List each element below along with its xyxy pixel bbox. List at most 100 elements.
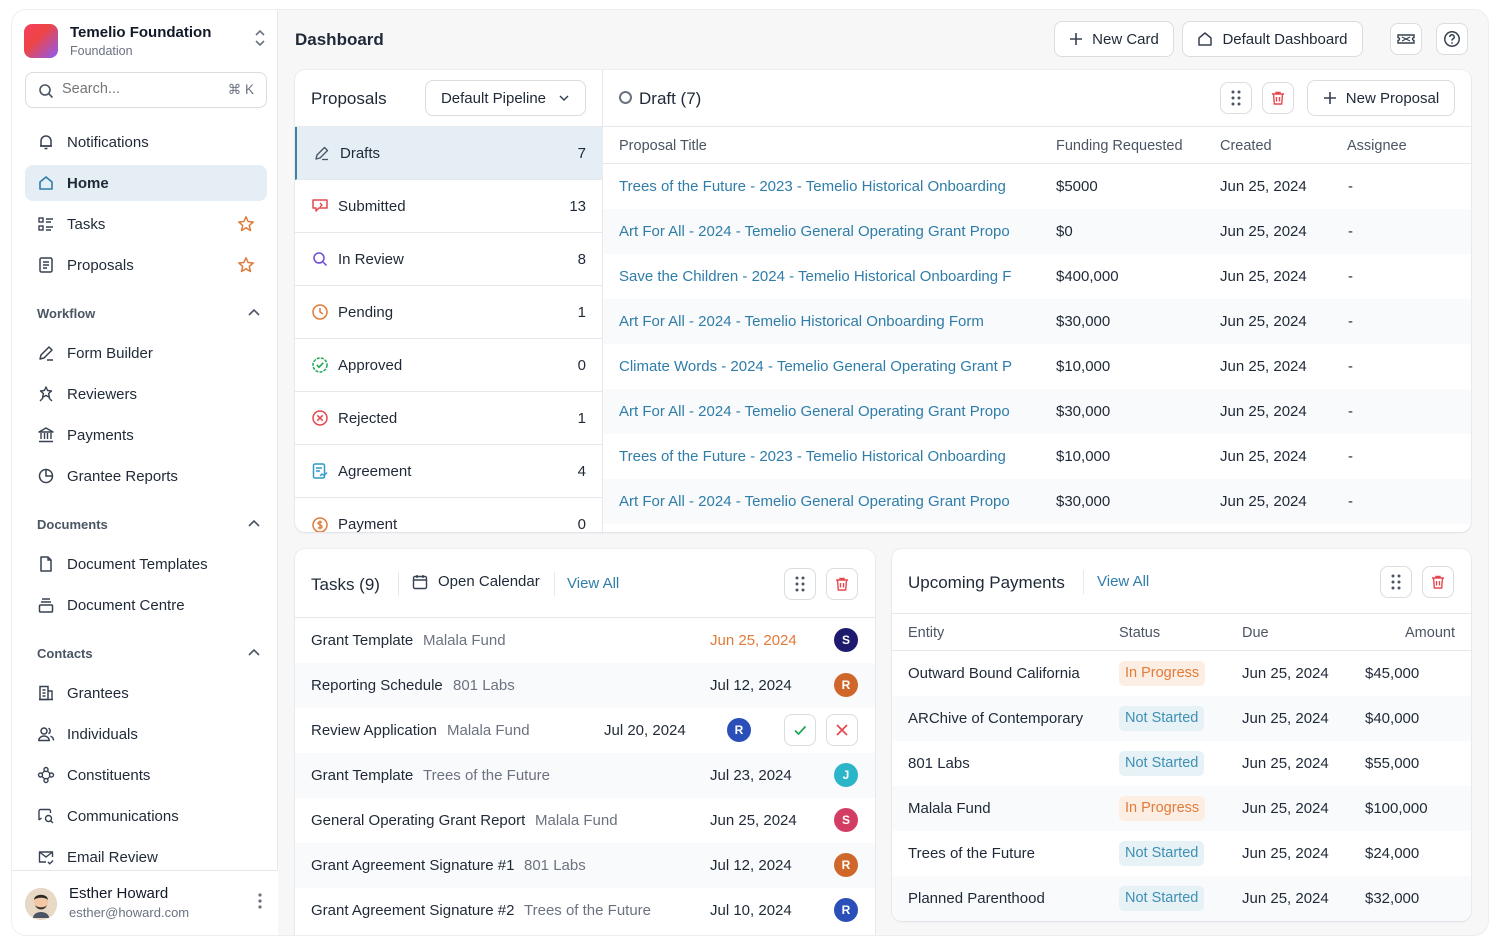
stage-agreement[interactable]: Agreement 4 — [295, 445, 603, 498]
sidebar-item-document-centre[interactable]: Document Centre — [25, 587, 267, 623]
stage-approved[interactable]: Approved 0 — [295, 339, 603, 392]
list-item[interactable]: Review Application Malala Fund Jul 20, 202… — [295, 708, 875, 753]
new-card-button[interactable]: New Card — [1054, 21, 1174, 57]
sidebar-item-notifications[interactable]: Notifications — [25, 124, 267, 160]
new-proposal-button[interactable]: New Proposal — [1307, 80, 1455, 116]
chevron-up-icon[interactable] — [247, 517, 261, 535]
table-row[interactable]: Save the Children - 2024 - Temelio Histo… — [603, 254, 1471, 299]
search-input[interactable] — [62, 81, 212, 97]
reject-task-button[interactable] — [826, 714, 858, 746]
proposal-title-link[interactable]: Save the Children - 2024 - Temelio Histo… — [619, 268, 1012, 285]
proposal-title-link[interactable]: Art For All - 2024 - Temelio General Ope… — [619, 223, 1010, 240]
column-header-created[interactable]: Created — [1220, 138, 1272, 154]
stage-in-review[interactable]: In Review 8 — [295, 233, 603, 286]
table-row[interactable]: Planned Parenthood Not Started Jun 25, 202… — [892, 876, 1471, 921]
mail-check-icon — [37, 848, 55, 866]
column-header-status[interactable]: Status — [1119, 625, 1161, 641]
proposal-title-link[interactable]: Climate Words - 2024 - Temelio General O… — [619, 358, 1012, 375]
reviewers-icon — [37, 385, 55, 403]
proposal-title-link[interactable]: Trees of the Future - 2023 - Temelio His… — [619, 178, 1006, 195]
column-header-amount[interactable]: Amount — [1405, 625, 1455, 641]
proposal-title-link[interactable]: Trees of the Future - 2023 - Temelio His… — [619, 448, 1006, 465]
list-item[interactable]: General Operating Grant Report Malala Fun… — [295, 798, 875, 843]
stage-count: 0 — [577, 516, 586, 532]
stage-pending[interactable]: Pending 1 — [295, 286, 603, 339]
chevron-up-down-icon[interactable] — [252, 28, 268, 54]
table-row[interactable]: Art For All - 2024 - Temelio General Ope… — [603, 209, 1471, 254]
sidebar-item-communications[interactable]: Communications — [25, 798, 267, 834]
sidebar-item-individuals[interactable]: Individuals — [25, 716, 267, 752]
stage-rejected[interactable]: Rejected 1 — [295, 392, 603, 445]
draft-status-dot-icon — [619, 91, 632, 104]
table-row[interactable]: Art For All - 2024 - Temelio Historical … — [603, 299, 1471, 344]
org-switcher[interactable]: Temelio Foundation Foundation — [24, 22, 268, 62]
proposal-title-link[interactable]: Art For All - 2024 - Temelio General Ope… — [619, 493, 1010, 510]
list-item[interactable]: Grant Template Trees of the Future Jul 23,… — [295, 753, 875, 798]
sidebar-item-document-templates[interactable]: Document Templates — [25, 546, 267, 582]
sidebar-item-proposals[interactable]: Proposals — [25, 247, 267, 283]
sidebar-item-grantees[interactable]: Grantees — [25, 675, 267, 711]
help-button[interactable] — [1436, 23, 1468, 55]
stage-payment[interactable]: Payment 0 — [295, 498, 603, 532]
approve-task-button[interactable] — [784, 714, 816, 746]
column-header-funding[interactable]: Funding Requested — [1056, 138, 1183, 154]
avatar: R — [727, 718, 751, 742]
user-profile[interactable]: Esther Howard esther@howard.com — [12, 870, 278, 935]
list-item[interactable]: Grant Agreement Signature #1 801 Labs Jul … — [295, 843, 875, 888]
table-row[interactable]: Trees of the Future - 2023 - Temelio His… — [603, 164, 1471, 209]
column-header-title[interactable]: Proposal Title — [619, 138, 707, 154]
table-row[interactable]: Trees of the Future Not Started Jun 25, 20… — [892, 831, 1471, 876]
list-item[interactable]: Grant Agreement Signature #2 Trees of the… — [295, 888, 875, 933]
open-calendar-button[interactable]: Open Calendar — [412, 573, 540, 590]
tasks-view-all-link[interactable]: View All — [567, 575, 620, 592]
sidebar-item-constituents[interactable]: Constituents — [25, 757, 267, 793]
star-icon[interactable] — [237, 256, 255, 278]
table-row[interactable]: 801 Labs Not Started Jun 25, 2024 $55,000 — [892, 741, 1471, 786]
home-icon — [1197, 31, 1213, 47]
table-row[interactable]: Art For All - 2024 - Temelio General Ope… — [603, 479, 1471, 524]
avatar: J — [834, 763, 858, 787]
drag-handle-button[interactable] — [1220, 82, 1252, 114]
sidebar-item-email-review[interactable]: Email Review — [25, 839, 267, 875]
ticket-button[interactable] — [1390, 23, 1422, 55]
table-row[interactable]: Malala Fund In Progress Jun 25, 2024 $100,0… — [892, 786, 1471, 831]
pipeline-select[interactable]: Default Pipeline — [425, 80, 586, 116]
table-row[interactable]: Outward Bound California In Progress Jun 2… — [892, 651, 1471, 696]
list-item[interactable]: Reporting Schedule 801 Labs Jul 12, 2024 R — [295, 663, 875, 708]
proposal-title-link[interactable]: Art For All - 2024 - Temelio Historical … — [619, 313, 984, 330]
drag-handle-button[interactable] — [1380, 566, 1412, 598]
delete-button[interactable] — [1262, 82, 1294, 114]
sidebar-item-payments[interactable]: Payments — [25, 417, 267, 453]
task-list-icon — [37, 215, 55, 233]
sidebar-item-home[interactable]: Home — [25, 165, 267, 201]
sidebar-item-tasks[interactable]: Tasks — [25, 206, 267, 242]
proposal-title-link[interactable]: Art For All - 2024 - Temelio General Ope… — [619, 403, 1010, 420]
column-header-assignee[interactable]: Assignee — [1347, 138, 1407, 154]
search-box[interactable]: ⌘ K — [25, 72, 267, 108]
sidebar-item-grantee-reports[interactable]: Grantee Reports — [25, 458, 267, 494]
sidebar-item-reviewers[interactable]: Reviewers — [25, 376, 267, 412]
star-icon[interactable] — [237, 215, 255, 237]
table-row[interactable]: Art For All - 2024 - Temelio General Ope… — [603, 389, 1471, 434]
payments-view-all-link[interactable]: View All — [1097, 573, 1150, 590]
stage-drafts[interactable]: Drafts 7 — [295, 127, 603, 180]
funding-requested: $0 — [1056, 223, 1073, 240]
sidebar-item-form-builder[interactable]: Form Builder — [25, 335, 267, 371]
chevron-up-icon[interactable] — [247, 646, 261, 664]
task-org: Malala Fund — [423, 632, 506, 649]
table-row[interactable]: ARChive of Contemporary Not Started Jun 25… — [892, 696, 1471, 741]
chevron-up-icon[interactable] — [247, 306, 261, 324]
stage-submitted[interactable]: Submitted 13 — [295, 180, 603, 233]
table-row[interactable]: Trees of the Future - 2023 - Temelio His… — [603, 434, 1471, 479]
delete-button[interactable] — [826, 568, 858, 600]
drag-handle-button[interactable] — [784, 568, 816, 600]
avatar: R — [834, 673, 858, 697]
more-vertical-icon[interactable] — [258, 893, 262, 909]
column-header-entity[interactable]: Entity — [908, 625, 945, 641]
table-row[interactable]: Climate Words - 2024 - Temelio General O… — [603, 344, 1471, 389]
sidebar-item-label: Payments — [67, 426, 134, 444]
list-item[interactable]: Grant Template Malala Fund Jun 25, 2024 S — [295, 618, 875, 663]
column-header-due[interactable]: Due — [1242, 625, 1269, 641]
default-dashboard-button[interactable]: Default Dashboard — [1182, 21, 1363, 57]
delete-button[interactable] — [1422, 566, 1454, 598]
